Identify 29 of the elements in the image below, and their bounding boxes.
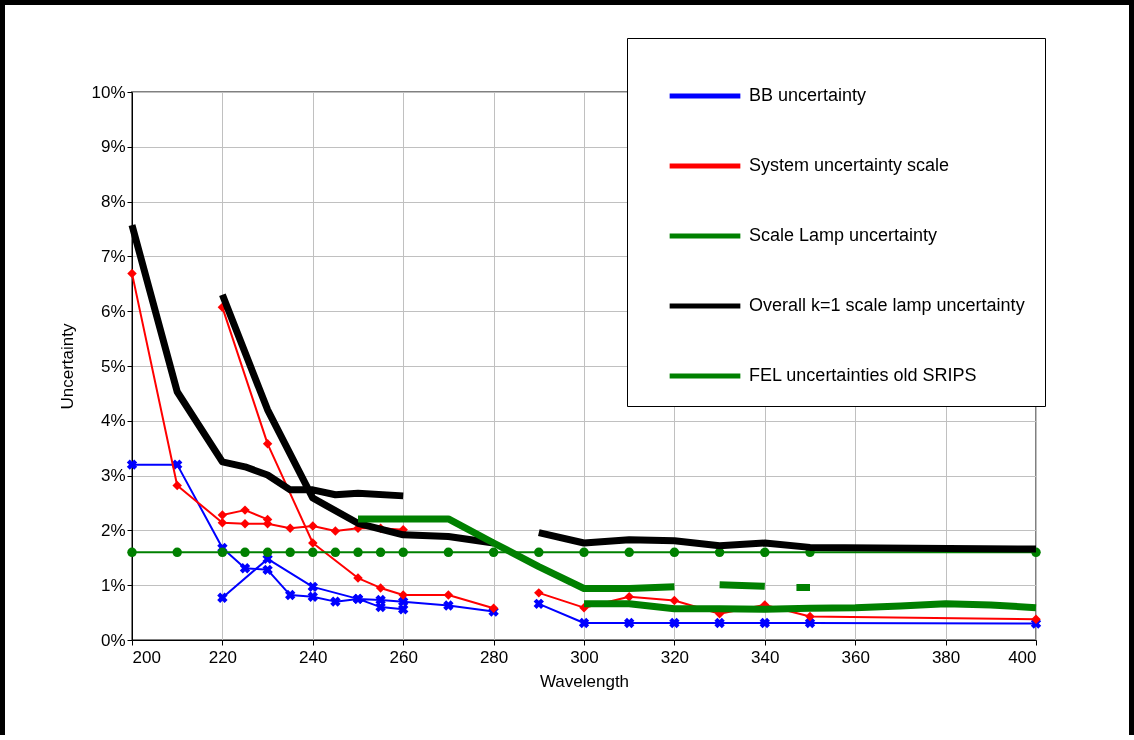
legend-label: BB uncertainty (749, 85, 867, 105)
x-tick-label: 240 (299, 647, 328, 667)
x-tick-label: 220 (208, 647, 238, 667)
legend-label: Scale Lamp uncertainty (749, 225, 938, 245)
y-tick-label: 5% (100, 356, 126, 376)
y-tick-label: 10% (91, 82, 126, 102)
x-tick-label: 280 (479, 647, 509, 667)
y-tick-label: 7% (100, 246, 126, 266)
x-tick-label: 320 (660, 647, 690, 667)
x-tick-label: 400 (1008, 647, 1037, 667)
y-tick-label: 0% (100, 630, 126, 650)
x-axis-title: Wavelength (539, 671, 630, 691)
x-tick-label: 360 (841, 647, 870, 667)
y-tick-label: 8% (100, 192, 126, 212)
x-tick-label: 300 (570, 647, 599, 667)
y-tick-label: 9% (100, 137, 126, 157)
legend-label: System uncertainty scale (749, 155, 950, 175)
x-tick-label: 260 (389, 647, 418, 667)
x-tick-label: 340 (751, 647, 780, 667)
y-tick-label: 4% (100, 411, 126, 431)
legend-label: FEL uncertainties old SRIPS (749, 365, 977, 385)
legend-label: Overall k=1 scale lamp uncertainty (749, 295, 1025, 315)
y-axis-title: Uncertainty (58, 323, 78, 410)
y-tick-label: 3% (100, 466, 126, 486)
x-tick-label: 200 (132, 647, 161, 667)
y-tick-label: 6% (100, 301, 126, 321)
x-tick-label: 380 (931, 647, 961, 667)
y-tick-label: 1% (100, 575, 126, 595)
y-tick-label: 2% (100, 520, 126, 540)
